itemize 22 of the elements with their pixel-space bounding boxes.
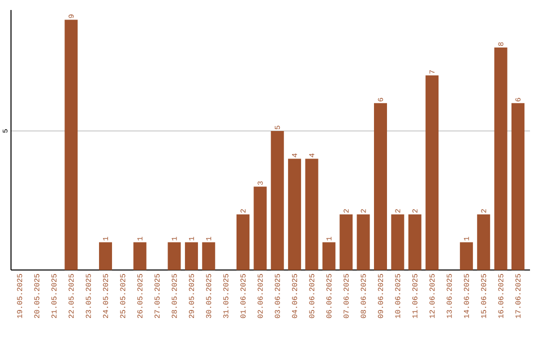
bar	[270, 130, 284, 270]
bar	[133, 242, 146, 270]
bar	[477, 214, 490, 270]
bar	[391, 214, 404, 270]
bar	[99, 242, 112, 270]
bar	[288, 158, 302, 270]
bar	[322, 242, 336, 270]
bar	[460, 242, 473, 270]
bar	[202, 242, 216, 270]
bar	[305, 158, 318, 270]
bar	[184, 242, 198, 270]
bar	[254, 186, 267, 270]
bar	[356, 214, 370, 270]
bar	[511, 103, 524, 270]
bar	[374, 103, 387, 270]
bar	[408, 214, 422, 270]
bar	[64, 20, 78, 270]
bar	[494, 48, 508, 270]
bar	[340, 214, 353, 270]
bar	[236, 214, 250, 270]
bar	[168, 242, 181, 270]
bar	[426, 75, 439, 270]
